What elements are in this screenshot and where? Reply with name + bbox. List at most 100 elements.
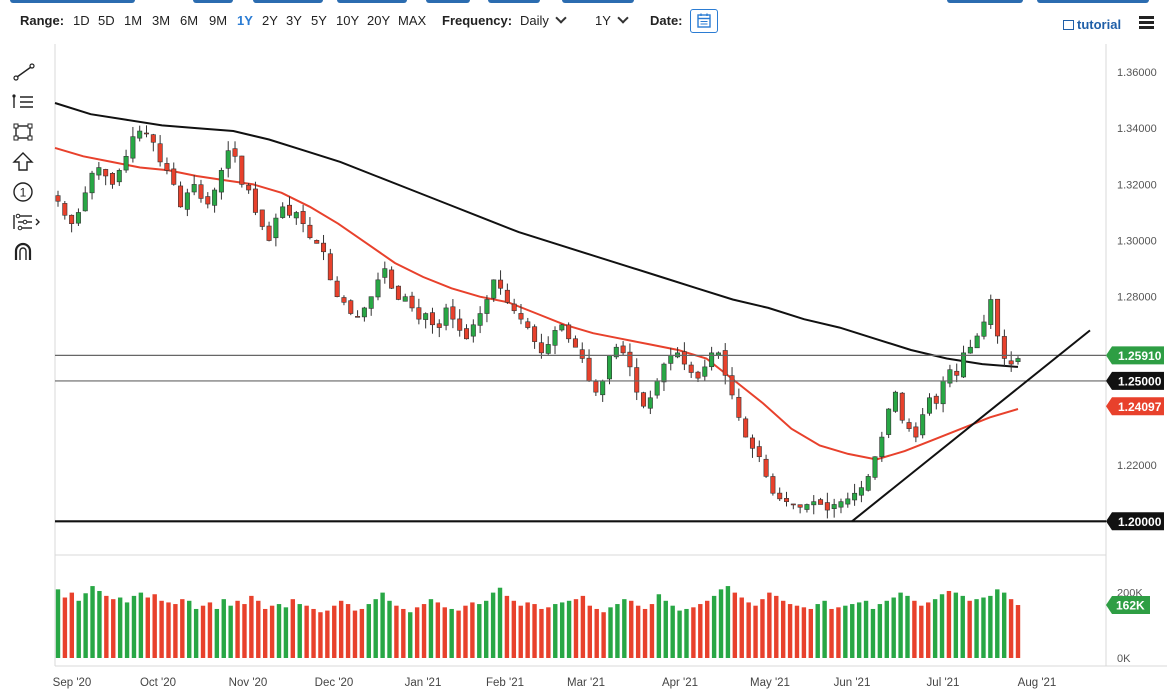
candle-body [831,504,837,509]
volume-bar [366,604,371,658]
top-tab[interactable] [253,0,323,3]
period-select[interactable]: 1Y [595,12,629,28]
candle-body [484,299,490,314]
top-tab[interactable] [426,0,470,3]
volume-bar [850,604,855,658]
number-tool-button[interactable]: 1 [10,180,40,204]
arrow-up-tool-icon [12,152,34,171]
top-tab[interactable] [947,0,1023,3]
time-axis: Sep '20 Oct '20 Nov '20 Dec '20 Jan '21 Feb '… [53,677,1057,689]
range-2y[interactable]: 2Y [262,13,278,28]
time-tick-label: Jan '21 [405,677,442,689]
magnet-tool-button[interactable] [10,240,40,264]
candle-body [981,321,987,337]
volume-bar [601,612,606,658]
volume-bar [898,592,903,658]
range-1y[interactable]: 1Y [237,13,253,28]
range-3y[interactable]: 3Y [286,13,302,28]
shape-tool-icon [13,123,33,141]
date-picker-button[interactable] [690,9,718,33]
fib-tool-button[interactable] [10,210,40,234]
volume-bar [256,600,261,658]
candle-body [457,318,463,331]
moving-average-long [54,102,1019,368]
top-tab[interactable] [488,0,540,3]
top-tab[interactable] [193,0,233,3]
candle-body [552,330,558,346]
svg-text:1: 1 [20,186,27,200]
candle-body [961,352,967,378]
range-5y[interactable]: 5Y [311,13,327,28]
range-1m[interactable]: 1M [124,13,143,28]
volume-bar [829,608,834,658]
range-9m[interactable]: 9M [209,13,228,28]
candle-body [940,380,946,405]
line-tool-button[interactable] [10,60,40,84]
volume-bar [235,600,240,658]
volume-bar [449,608,454,658]
candle-body [879,436,885,458]
candle-body [307,224,313,239]
range-10y[interactable]: 10Y [336,13,360,28]
range-max[interactable]: MAX [398,13,427,28]
volume-bar [629,600,634,658]
volume-bar [55,589,61,658]
ma-long-line [54,102,1019,368]
frequency-select[interactable]: Daily [520,12,567,28]
time-tick-label: Oct '20 [140,677,176,689]
range-3m[interactable]: 3M [152,13,171,28]
volume-bar [269,605,275,658]
calendar-icon [697,13,711,28]
candle-body [395,285,401,300]
frequency-value: Daily [520,13,549,28]
time-tick-label: Feb '21 [486,677,524,689]
range-6m[interactable]: 6M [180,13,199,28]
candle-body [389,269,395,289]
candle-body [293,212,299,219]
date-label: Date: [650,13,683,28]
volume-bar [228,605,233,658]
candle-body [790,503,796,506]
shape-tool-button[interactable] [10,120,40,144]
candle-body [892,391,898,412]
volume-bar [359,608,365,658]
text-list-tool-icon [12,94,33,108]
volume-bar [953,592,959,658]
volume-bar [587,605,592,658]
volume-bar [401,608,406,658]
candle-body [818,499,824,505]
volume-bar [566,600,572,658]
candle-body [436,323,442,328]
candle-body [402,296,408,302]
top-tab[interactable] [337,0,407,3]
candle-body [109,173,115,185]
top-tab[interactable] [10,0,135,3]
top-tab[interactable] [1037,0,1149,3]
arrow-up-tool-button[interactable] [10,150,40,174]
menu-button[interactable] [1139,16,1154,29]
candle-body [566,324,572,340]
candle-body [498,279,504,289]
range-20y[interactable]: 20Y [367,13,391,28]
volume-bar [131,595,137,658]
level-price-tag [1106,371,1164,390]
candle-body [899,392,905,421]
top-tab[interactable] [562,0,634,3]
volume-bar [325,610,330,658]
candle-body [538,342,544,354]
candle-body [1008,360,1014,365]
candle-body [920,414,926,436]
volume-bar [373,599,378,658]
film-icon [1063,20,1074,30]
candle-body [246,184,252,191]
volume-bar [780,600,786,658]
candle-body [525,321,531,328]
tutorial-link[interactable]: tutorial [1063,17,1121,32]
range-5d[interactable]: 5D [98,13,115,28]
range-1d[interactable]: 1D [73,13,90,28]
price-tick-label: 1.34000 [1117,123,1157,135]
text-list-tool-button[interactable] [10,90,40,114]
period-value: 1Y [595,13,611,28]
volume-bar [104,595,109,658]
